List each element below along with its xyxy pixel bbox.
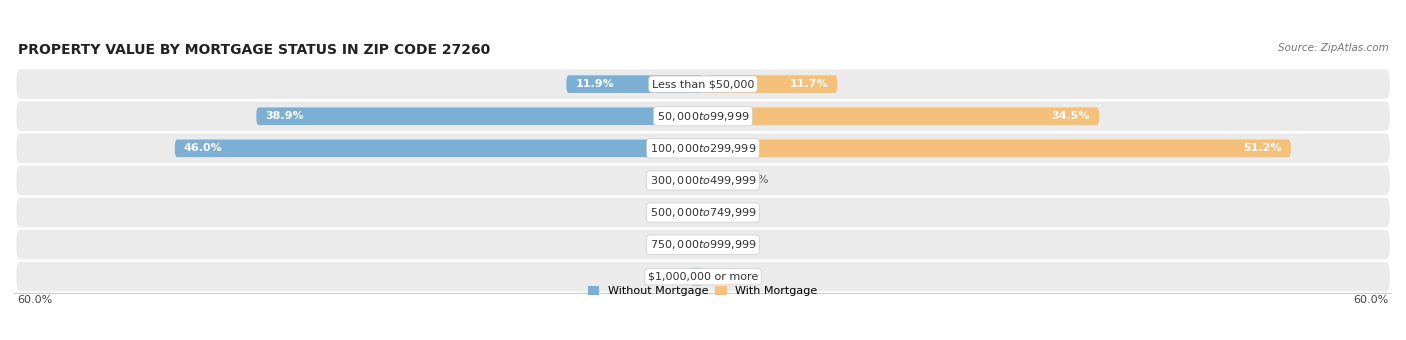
Text: $750,000 to $999,999: $750,000 to $999,999 xyxy=(650,238,756,251)
Text: 0.0%: 0.0% xyxy=(664,240,692,250)
FancyBboxPatch shape xyxy=(703,139,1291,157)
Text: 60.0%: 60.0% xyxy=(1353,295,1389,305)
Text: $500,000 to $749,999: $500,000 to $749,999 xyxy=(650,206,756,219)
FancyBboxPatch shape xyxy=(17,69,1389,99)
FancyBboxPatch shape xyxy=(17,166,1389,195)
Text: 0.31%: 0.31% xyxy=(658,175,693,185)
Text: 34.5%: 34.5% xyxy=(1052,111,1090,121)
Text: 38.9%: 38.9% xyxy=(266,111,304,121)
FancyBboxPatch shape xyxy=(256,107,703,125)
Text: $300,000 to $499,999: $300,000 to $499,999 xyxy=(650,174,756,187)
FancyBboxPatch shape xyxy=(703,172,734,189)
FancyBboxPatch shape xyxy=(703,107,1099,125)
FancyBboxPatch shape xyxy=(683,204,703,221)
Text: $100,000 to $299,999: $100,000 to $299,999 xyxy=(650,142,756,155)
Text: 11.7%: 11.7% xyxy=(790,79,828,89)
FancyBboxPatch shape xyxy=(690,268,703,286)
Text: Less than $50,000: Less than $50,000 xyxy=(652,79,754,89)
Text: 2.7%: 2.7% xyxy=(740,175,768,185)
Text: $1,000,000 or more: $1,000,000 or more xyxy=(648,272,758,282)
Text: PROPERTY VALUE BY MORTGAGE STATUS IN ZIP CODE 27260: PROPERTY VALUE BY MORTGAGE STATUS IN ZIP… xyxy=(17,43,489,57)
FancyBboxPatch shape xyxy=(17,262,1389,291)
FancyBboxPatch shape xyxy=(17,134,1389,163)
Text: 46.0%: 46.0% xyxy=(184,143,222,153)
FancyBboxPatch shape xyxy=(567,75,703,93)
FancyBboxPatch shape xyxy=(699,172,703,189)
Text: 0.0%: 0.0% xyxy=(714,207,742,218)
Text: 11.9%: 11.9% xyxy=(575,79,614,89)
FancyBboxPatch shape xyxy=(174,139,703,157)
Text: $50,000 to $99,999: $50,000 to $99,999 xyxy=(657,110,749,123)
Text: 51.2%: 51.2% xyxy=(1243,143,1282,153)
FancyBboxPatch shape xyxy=(17,101,1389,131)
FancyBboxPatch shape xyxy=(17,230,1389,259)
Text: 60.0%: 60.0% xyxy=(17,295,53,305)
Text: 0.0%: 0.0% xyxy=(714,240,742,250)
Legend: Without Mortgage, With Mortgage: Without Mortgage, With Mortgage xyxy=(588,286,818,296)
Text: 1.1%: 1.1% xyxy=(657,272,685,282)
FancyBboxPatch shape xyxy=(17,198,1389,227)
Text: Source: ZipAtlas.com: Source: ZipAtlas.com xyxy=(1278,43,1389,53)
FancyBboxPatch shape xyxy=(703,75,838,93)
Text: 1.7%: 1.7% xyxy=(650,207,678,218)
Text: 0.0%: 0.0% xyxy=(714,272,742,282)
